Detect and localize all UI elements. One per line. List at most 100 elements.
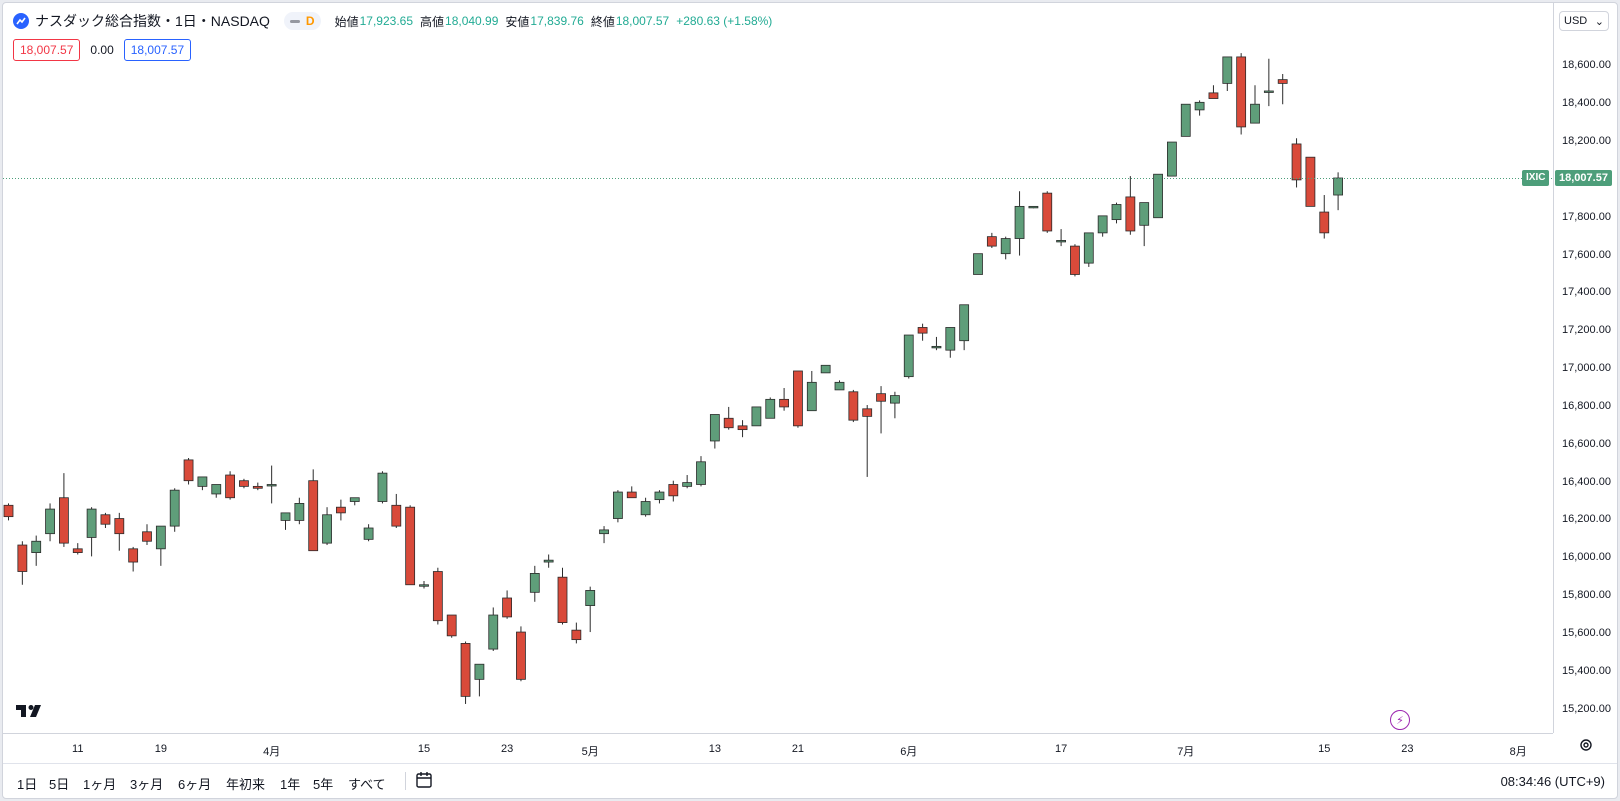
price-axis[interactable]: 15,200.00 15,400.00 15,600.00 15,800.00 16,0… — [1553, 3, 1617, 733]
candle[interactable] — [1277, 73, 1288, 105]
candle[interactable] — [1153, 173, 1163, 219]
candle[interactable] — [1014, 191, 1025, 256]
candle[interactable] — [654, 490, 665, 504]
candle[interactable] — [349, 497, 360, 506]
range-all-button[interactable]: すべて — [348, 777, 386, 792]
candle[interactable] — [252, 482, 263, 491]
candle[interactable] — [779, 388, 789, 411]
candle[interactable] — [322, 507, 332, 546]
candle[interactable] — [682, 475, 693, 489]
candle[interactable] — [128, 546, 139, 572]
candle[interactable] — [405, 505, 416, 586]
candle[interactable] — [585, 586, 596, 633]
candle[interactable] — [640, 497, 651, 517]
candle[interactable] — [890, 391, 900, 419]
candle[interactable] — [668, 480, 679, 502]
interval-badge[interactable]: D — [283, 12, 321, 30]
candle[interactable] — [529, 565, 540, 602]
candle[interactable] — [17, 541, 28, 585]
candle[interactable] — [1097, 215, 1108, 237]
candle[interactable] — [945, 327, 956, 358]
candle[interactable] — [45, 503, 55, 542]
candle[interactable] — [446, 614, 457, 638]
candle[interactable] — [183, 458, 194, 485]
candle[interactable] — [142, 524, 152, 546]
candle[interactable] — [696, 456, 706, 487]
candle[interactable] — [1236, 53, 1247, 135]
range-5d-button[interactable]: 5日 — [49, 777, 70, 792]
candle[interactable] — [266, 465, 277, 504]
currency-select[interactable]: USD ⌄ — [1559, 11, 1609, 31]
candle[interactable] — [903, 334, 914, 379]
clock[interactable]: 08:34:46 (UTC+9) — [1500, 774, 1605, 789]
range-3m-button[interactable]: 3ヶ月 — [130, 777, 164, 792]
calendar-range-icon[interactable] — [415, 771, 433, 789]
range-1d-button[interactable]: 1日 — [17, 777, 38, 792]
candle[interactable] — [169, 488, 180, 532]
candle[interactable] — [114, 512, 125, 551]
candle[interactable] — [1000, 236, 1011, 260]
candle[interactable] — [793, 370, 803, 428]
candle[interactable] — [239, 478, 249, 489]
candle[interactable] — [931, 336, 942, 351]
candle[interactable] — [1222, 56, 1233, 91]
candle[interactable] — [280, 512, 291, 530]
candle[interactable] — [973, 253, 983, 275]
candle[interactable] — [806, 370, 817, 412]
candle[interactable] — [959, 304, 970, 351]
candle[interactable] — [1070, 244, 1080, 277]
candle[interactable] — [1028, 205, 1039, 209]
candle[interactable] — [917, 323, 928, 341]
candle[interactable] — [225, 471, 236, 500]
symbol-logo-icon[interactable] — [13, 13, 29, 29]
candle[interactable] — [862, 405, 873, 477]
candle[interactable] — [31, 535, 42, 566]
tradingview-logo-icon[interactable] — [16, 703, 48, 724]
candle[interactable] — [613, 490, 623, 523]
gear-icon[interactable] — [1578, 737, 1594, 757]
ask-box[interactable]: 18,007.57 — [123, 39, 192, 61]
candle[interactable] — [1194, 100, 1205, 116]
candle[interactable] — [335, 499, 346, 521]
candle[interactable] — [474, 663, 485, 697]
candle[interactable] — [72, 543, 83, 555]
candle[interactable] — [1319, 195, 1330, 239]
candle[interactable] — [502, 590, 513, 619]
candle[interactable] — [294, 497, 305, 525]
candle[interactable] — [751, 406, 762, 427]
candle[interactable] — [1056, 229, 1066, 247]
candle[interactable] — [1305, 156, 1316, 207]
candle[interactable] — [1125, 176, 1136, 235]
lightning-icon[interactable]: ⚡ — [1390, 710, 1410, 730]
candle[interactable] — [709, 414, 720, 449]
symbol-title[interactable]: ナスダック総合指数・1日・NASDAQ — [35, 13, 270, 29]
candle[interactable] — [1167, 141, 1177, 177]
candle[interactable] — [86, 507, 97, 557]
range-6m-button[interactable]: 6ヶ月 — [178, 777, 212, 792]
time-axis[interactable]: 11 19 4月 15 23 5月 13 21 6月 17 7月 15 23 8月 — [3, 733, 1553, 764]
candle[interactable] — [1208, 85, 1219, 99]
candle[interactable] — [848, 389, 859, 423]
candle[interactable] — [308, 469, 319, 552]
candle[interactable] — [834, 380, 845, 391]
candle[interactable] — [599, 526, 609, 544]
candle[interactable] — [820, 364, 831, 374]
candle[interactable] — [1250, 85, 1260, 124]
range-1y-button[interactable]: 1年 — [280, 777, 301, 792]
candle[interactable] — [876, 386, 886, 434]
candle[interactable] — [1111, 202, 1122, 224]
candle[interactable] — [363, 524, 374, 542]
candle[interactable] — [1263, 58, 1274, 107]
bid-box[interactable]: 18,007.57 — [13, 39, 81, 61]
range-1m-button[interactable]: 1ヶ月 — [83, 777, 117, 792]
candle[interactable] — [3, 503, 14, 521]
candle[interactable] — [1042, 191, 1053, 233]
candle[interactable] — [1083, 232, 1094, 267]
candle[interactable] — [100, 512, 111, 528]
candle[interactable] — [626, 486, 637, 499]
candle[interactable] — [432, 567, 443, 625]
price-plot[interactable] — [3, 3, 1553, 733]
candle[interactable] — [419, 580, 429, 589]
candle[interactable] — [377, 471, 388, 504]
candle[interactable] — [1291, 138, 1302, 188]
